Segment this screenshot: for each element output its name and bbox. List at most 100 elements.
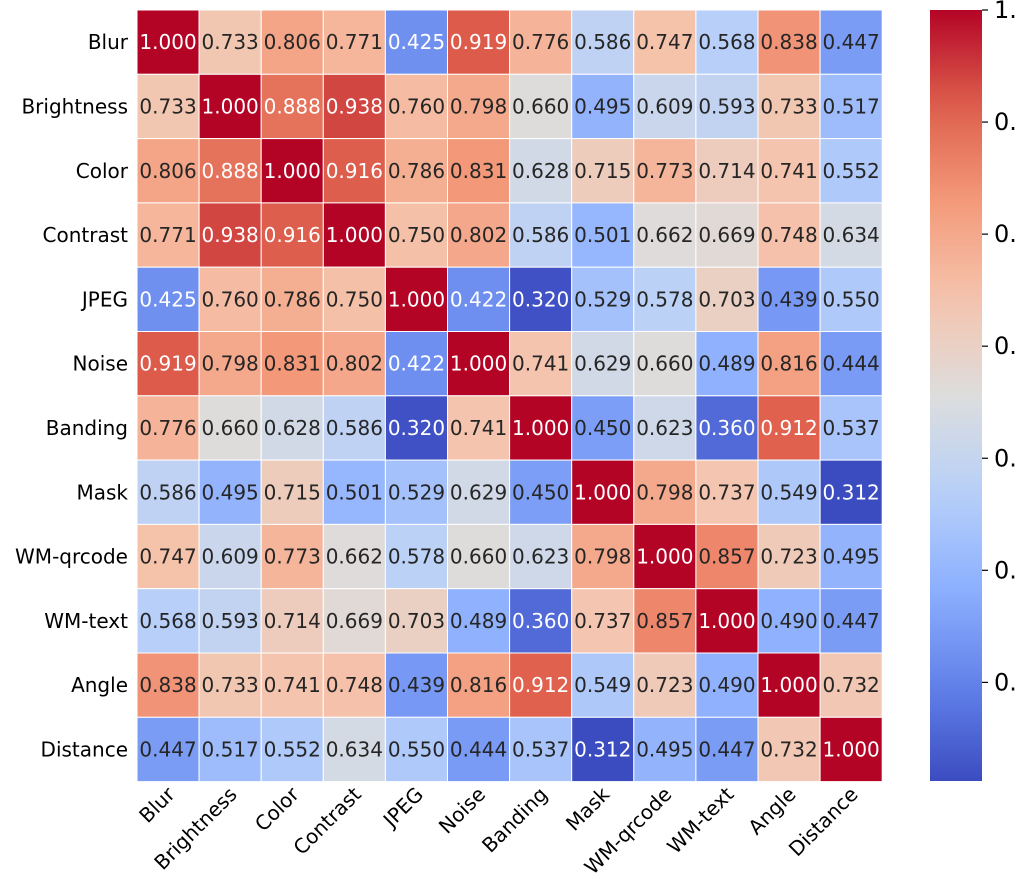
cell-value-r10-c1: 0.733	[202, 673, 259, 697]
heatmap-cell-r1-c5	[447, 73, 511, 140]
cell-value-r3-c9: 0.669	[698, 223, 755, 247]
heatmap-cell-r6-c9	[695, 395, 759, 461]
cell-value-r7-c11: 0.312	[823, 480, 880, 504]
cell-value-r1-c2: 0.888	[264, 94, 321, 118]
heatmap-cell-r10-c10	[757, 652, 821, 718]
heatmap-cell-r1-c9	[695, 73, 759, 140]
heatmap-cell-r3-c3	[322, 202, 386, 268]
cell-value-r8-c6: 0.623	[512, 545, 569, 569]
heatmap-cell-r11-c10	[757, 716, 821, 783]
cell-value-r5-c6: 0.741	[512, 352, 569, 376]
cell-value-r10-c4: 0.439	[388, 673, 445, 697]
cell-value-r4-c2: 0.786	[264, 287, 321, 311]
cell-value-r0-c7: 0.586	[574, 30, 631, 54]
cell-value-r8-c5: 0.660	[450, 545, 507, 569]
heatmap-cell-r0-c5	[447, 9, 511, 75]
column-label-10: Angle	[743, 782, 800, 839]
cell-value-r8-c11: 0.495	[823, 545, 880, 569]
cell-value-r11-c6: 0.537	[512, 737, 569, 761]
heatmap-cell-r4-c2	[260, 266, 324, 333]
heatmap-cell-r0-c7	[571, 9, 635, 75]
cell-value-r5-c3: 0.802	[326, 352, 383, 376]
heatmap-cell-r10-c6	[509, 652, 573, 718]
heatmap-cell-r8-c3	[322, 523, 386, 590]
cell-value-r7-c3: 0.501	[326, 480, 383, 504]
heatmap-cell-r1-c6	[509, 73, 573, 140]
heatmap-cell-r5-c6	[509, 331, 573, 397]
cell-value-r6-c0: 0.776	[139, 416, 196, 440]
cell-value-r4-c10: 0.439	[760, 287, 817, 311]
heatmap-cell-r6-c5	[447, 395, 511, 461]
row-label-6: Banding	[46, 416, 128, 440]
row-label-1: Brightness	[21, 94, 128, 118]
row-label-9: WM-text	[44, 609, 128, 633]
column-label-5: Noise	[434, 782, 490, 838]
cell-value-r5-c4: 0.422	[388, 352, 445, 376]
column-label-6: Banding	[477, 782, 552, 857]
heatmap-cell-r10-c11	[819, 652, 883, 718]
heatmap-cell-r2-c4	[384, 138, 448, 204]
cell-value-r3-c6: 0.586	[512, 223, 569, 247]
heatmap-cell-r11-c5	[447, 716, 511, 783]
heatmap-cell-r5-c0	[136, 331, 200, 397]
heatmap-cell-r0-c1	[198, 9, 262, 75]
cell-value-r5-c5: 1.000	[450, 352, 507, 376]
cell-value-r4-c4: 1.000	[388, 287, 445, 311]
column-label-9: WM-text	[662, 782, 738, 858]
cell-value-r6-c4: 0.320	[388, 416, 445, 440]
heatmap-cell-r6-c1	[198, 395, 262, 461]
heatmap-cell-r8-c7	[571, 523, 635, 590]
cell-value-r8-c10: 0.723	[760, 545, 817, 569]
heatmap-cell-r7-c9	[695, 459, 759, 525]
heatmap-cell-r8-c11	[819, 523, 883, 590]
heatmap-cell-r6-c10	[757, 395, 821, 461]
cell-value-r7-c8: 0.798	[636, 480, 693, 504]
row-label-10: Angle	[71, 673, 128, 697]
heatmap-cell-r8-c5	[447, 523, 511, 590]
heatmap-cell-r7-c0	[136, 459, 200, 525]
heatmap-cell-r4-c4	[384, 266, 448, 333]
cell-value-r6-c8: 0.623	[636, 416, 693, 440]
heatmap-cell-r6-c6	[509, 395, 573, 461]
cell-value-r4-c1: 0.760	[202, 287, 259, 311]
heatmap-cell-r3-c11	[819, 202, 883, 268]
heatmap-cell-r6-c3	[322, 395, 386, 461]
cell-value-r8-c8: 1.000	[636, 545, 693, 569]
heatmap-cell-r9-c4	[384, 588, 448, 654]
cell-value-r6-c3: 0.586	[326, 416, 383, 440]
cell-value-r6-c2: 0.628	[264, 416, 321, 440]
cell-value-r1-c9: 0.593	[698, 94, 755, 118]
cell-value-r7-c9: 0.737	[698, 480, 755, 504]
heatmap-cell-r4-c0	[136, 266, 200, 333]
cell-value-r0-c6: 0.776	[512, 30, 569, 54]
cell-value-r10-c8: 0.723	[636, 673, 693, 697]
cell-value-r8-c1: 0.609	[202, 545, 259, 569]
cell-value-r1-c8: 0.609	[636, 94, 693, 118]
cell-value-r6-c6: 1.000	[512, 416, 569, 440]
heatmap-cell-r0-c11	[819, 9, 883, 75]
heatmap-cell-r2-c11	[819, 138, 883, 204]
heatmap-cell-r1-c3	[322, 73, 386, 140]
cell-value-r7-c10: 0.549	[760, 480, 817, 504]
row-label-3: Contrast	[43, 223, 129, 247]
column-label-4: JPEG	[377, 782, 428, 833]
heatmap-cell-r10-c3	[322, 652, 386, 718]
heatmap-cell-r4-c7	[571, 266, 635, 333]
heatmap-cell-r9-c10	[757, 588, 821, 654]
cell-value-r9-c9: 1.000	[698, 609, 755, 633]
heatmap-cell-r5-c7	[571, 331, 635, 397]
heatmap-cell-r10-c0	[136, 652, 200, 718]
heatmap-cell-r0-c0	[136, 9, 200, 75]
cell-value-r11-c8: 0.495	[636, 737, 693, 761]
heatmap-cell-r4-c5	[447, 266, 511, 333]
cell-value-r2-c11: 0.552	[823, 159, 880, 183]
cell-value-r8-c0: 0.747	[139, 545, 196, 569]
cell-value-r5-c8: 0.660	[636, 352, 693, 376]
column-label-3: Contrast	[288, 782, 366, 860]
colorbar-gradient	[930, 10, 982, 781]
colorbar: 0.4 0.5 0.6 0.7 0.8 0.9 1.0	[930, 0, 1018, 781]
heatmap-cell-r11-c4	[384, 716, 448, 783]
cell-value-r11-c0: 0.447	[139, 737, 196, 761]
cell-value-r2-c6: 0.628	[512, 159, 569, 183]
row-label-0: Blur	[88, 30, 129, 54]
